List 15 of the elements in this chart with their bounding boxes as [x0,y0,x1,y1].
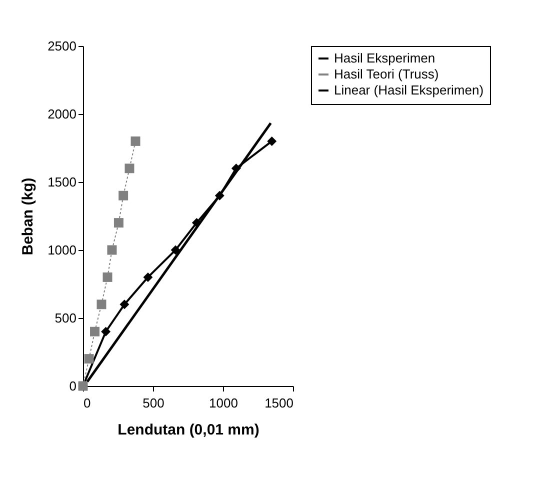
x-tick-label: 0 [84,396,91,410]
x-tick-label: 1000 [209,396,238,410]
y-tick-label: 500 [54,310,76,326]
x-tick-label: 500 [142,396,164,410]
y-tick-label: 2500 [48,38,76,54]
legend-label: Hasil Teori (Truss) [334,66,439,82]
y-tick-label: 2000 [48,106,76,122]
y-tick-label: 1000 [48,242,76,258]
x-axis-title: Lendutan (0,01 mm) [118,422,260,438]
y-tick-label: 1500 [48,174,76,190]
y-tick-label: 0 [69,378,76,394]
y-axis-title: Beban (kg) [20,178,37,256]
legend-label: Hasil Eksperimen [334,50,436,66]
legend-label: Linear (Hasil Eksperimen) [334,82,484,98]
x-tick-label: 1500 [264,396,294,410]
